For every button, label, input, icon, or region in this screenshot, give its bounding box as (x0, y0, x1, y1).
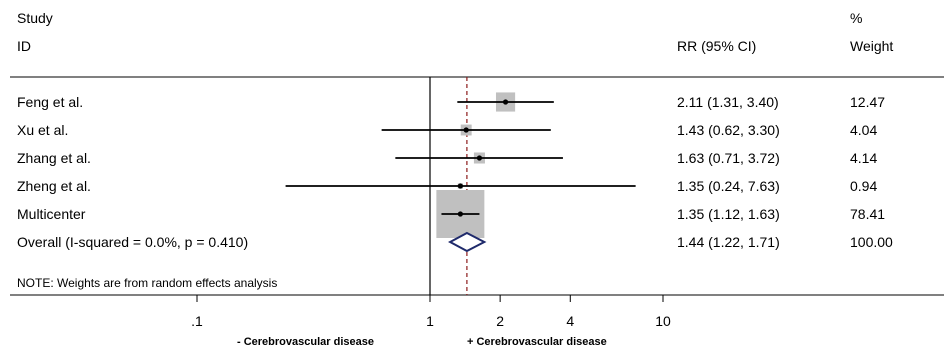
study-weight: 4.04 (850, 122, 877, 138)
header-weight: Weight (850, 38, 893, 54)
point-estimate (476, 155, 483, 161)
header-id: ID (17, 38, 31, 54)
point-estimate (457, 183, 463, 189)
point-estimate (457, 211, 463, 217)
overall-weight: 100.00 (850, 234, 893, 250)
overall-ci: 1.44 (1.22, 1.71) (677, 234, 780, 250)
study-label: Zhang et al. (17, 150, 91, 166)
study-label: Feng et al. (17, 94, 83, 110)
footer-left-label: - Cerebrovascular disease (237, 336, 374, 348)
x-tick-label: .1 (191, 313, 203, 329)
x-tick-label: 4 (566, 313, 574, 329)
x-tick-label: 2 (496, 313, 504, 329)
study-ci: 2.11 (1.31, 3.40) (677, 94, 779, 110)
study-weight: 12.47 (850, 94, 885, 110)
study-ci: 1.35 (1.12, 1.63) (677, 206, 780, 222)
study-label: Zheng et al. (17, 178, 91, 194)
study-ci: 1.35 (0.24, 7.63) (677, 178, 780, 194)
study-weight: 0.94 (850, 178, 877, 194)
footer-right-label: + Cerebrovascular disease (467, 336, 607, 348)
study-label: Multicenter (17, 206, 86, 222)
x-tick-label: 1 (426, 313, 434, 329)
header-rr: RR (95% CI) (677, 38, 756, 54)
study-ci: 1.43 (0.62, 3.30) (677, 122, 780, 138)
overall-diamond (448, 231, 487, 253)
point-estimate (502, 99, 509, 105)
x-tick-label: 10 (655, 313, 671, 329)
header-weight-percent: % (850, 10, 862, 26)
weights-note: NOTE: Weights are from random effects an… (17, 276, 277, 290)
point-estimate (463, 127, 469, 133)
header-study: Study (17, 10, 53, 26)
overall-label: Overall (I-squared = 0.0%, p = 0.410) (17, 234, 248, 250)
study-ci: 1.63 (0.71, 3.72) (677, 150, 780, 166)
study-weight: 4.14 (850, 150, 877, 166)
study-label: Xu et al. (17, 122, 68, 138)
study-weight: 78.41 (850, 206, 885, 222)
